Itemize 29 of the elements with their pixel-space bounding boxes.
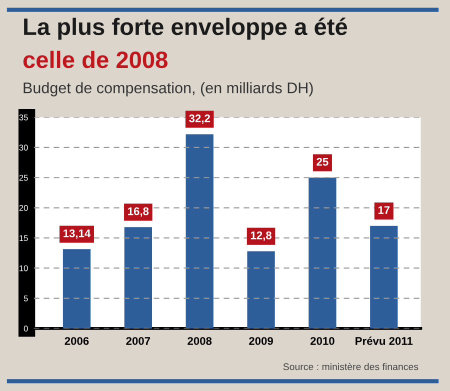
data-label: 32,2: [189, 114, 210, 124]
bar: [124, 227, 152, 328]
data-label: 16,8: [128, 207, 149, 217]
x-tick-label: 2009: [249, 337, 273, 345]
chart-subtitle: Budget de compensation, (en milliards DH): [24, 82, 313, 96]
y-tick-label: 10: [20, 265, 28, 272]
y-tick-label: 30: [19, 144, 28, 151]
x-tick-label: 2006: [64, 337, 89, 345]
data-label: 12,8: [250, 231, 272, 241]
bar: [186, 134, 214, 328]
y-tick-label: 15: [20, 235, 28, 242]
x-tick-label: 2010: [310, 337, 334, 345]
x-tick-label: 2007: [126, 337, 150, 345]
y-tick-label: 25: [19, 174, 28, 181]
bar: [370, 226, 398, 328]
y-tick-label: 20: [19, 204, 28, 211]
data-label: 25: [316, 158, 328, 166]
x-tick-label: Prévu 2011: [356, 336, 413, 345]
y-tick-label: 5: [24, 296, 28, 302]
source-note: Source : ministère des finances: [283, 362, 418, 370]
x-tick-label: 2008: [188, 337, 212, 345]
bar: [247, 251, 275, 328]
data-label: 17: [378, 206, 390, 214]
bar: [62, 249, 91, 328]
chart-title: La plus forte enveloppe a été celle de 2008: [23, 18, 348, 68]
y-tick-label: 35: [19, 114, 28, 120]
y-tick-label: 0: [24, 326, 28, 332]
data-label: 13,14: [64, 229, 91, 239]
bar: [308, 178, 336, 328]
